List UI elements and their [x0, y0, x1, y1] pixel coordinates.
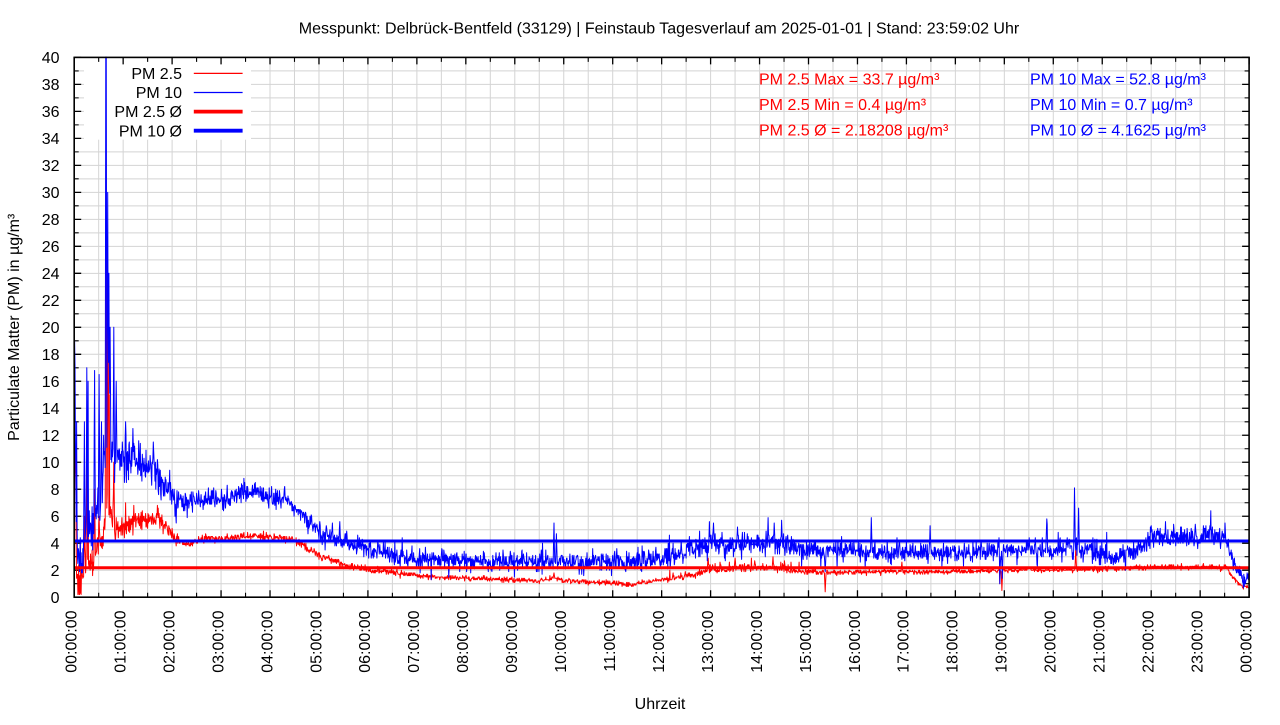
svg-text:4: 4	[51, 536, 60, 553]
svg-text:20:00:00: 20:00:00	[1043, 610, 1060, 672]
svg-text:8: 8	[51, 482, 60, 499]
svg-text:16:00:00: 16:00:00	[847, 610, 864, 672]
svg-text:PM 10 Ø = 4.1625 µg/m³: PM 10 Ø = 4.1625 µg/m³	[1030, 123, 1207, 140]
svg-text:05:00:00: 05:00:00	[308, 610, 325, 672]
svg-text:38: 38	[42, 77, 60, 94]
svg-text:6: 6	[51, 509, 60, 526]
svg-text:PM 2.5 Min = 0.4 µg/m³: PM 2.5 Min = 0.4 µg/m³	[759, 97, 927, 114]
svg-text:23:00:00: 23:00:00	[1189, 610, 1206, 672]
svg-text:04:00:00: 04:00:00	[259, 610, 276, 672]
svg-text:34: 34	[42, 131, 60, 148]
svg-text:16: 16	[42, 374, 60, 391]
svg-text:28: 28	[42, 212, 60, 229]
svg-text:08:00:00: 08:00:00	[455, 610, 472, 672]
svg-text:Messpunkt: Delbrück-Bentfeld (: Messpunkt: Delbrück-Bentfeld (33129) | F…	[299, 21, 1020, 38]
svg-text:14:00:00: 14:00:00	[749, 610, 766, 672]
svg-text:09:00:00: 09:00:00	[504, 610, 521, 672]
svg-text:07:00:00: 07:00:00	[406, 610, 423, 672]
svg-text:18: 18	[42, 347, 60, 364]
svg-text:18:00:00: 18:00:00	[945, 610, 962, 672]
svg-text:10: 10	[42, 455, 60, 472]
svg-text:30: 30	[42, 185, 60, 202]
svg-text:26: 26	[42, 239, 60, 256]
svg-text:10:00:00: 10:00:00	[553, 610, 570, 672]
svg-text:PM 10 Ø: PM 10 Ø	[119, 123, 182, 140]
svg-text:12: 12	[42, 428, 60, 445]
svg-text:24: 24	[42, 266, 60, 283]
svg-text:22: 22	[42, 293, 60, 310]
svg-text:19:00:00: 19:00:00	[994, 610, 1011, 672]
svg-text:0: 0	[51, 590, 60, 607]
svg-text:PM 2.5 Max = 33.7 µg/m³: PM 2.5 Max = 33.7 µg/m³	[759, 71, 940, 88]
svg-text:06:00:00: 06:00:00	[357, 610, 374, 672]
svg-text:00:00:00: 00:00:00	[1238, 610, 1255, 672]
svg-text:PM 10: PM 10	[136, 85, 182, 102]
svg-text:21:00:00: 21:00:00	[1092, 610, 1109, 672]
svg-text:14: 14	[42, 401, 60, 418]
svg-text:PM 2.5 Ø: PM 2.5 Ø	[114, 104, 182, 121]
svg-text:12:00:00: 12:00:00	[651, 610, 668, 672]
svg-text:32: 32	[42, 158, 60, 175]
svg-text:02:00:00: 02:00:00	[161, 610, 178, 672]
svg-text:Particulate Matter (PM) in µg/: Particulate Matter (PM) in µg/m³	[6, 213, 23, 441]
svg-text:PM 10 Max = 52.8 µg/m³: PM 10 Max = 52.8 µg/m³	[1030, 71, 1207, 88]
svg-text:03:00:00: 03:00:00	[210, 610, 227, 672]
svg-text:11:00:00: 11:00:00	[602, 610, 619, 671]
svg-text:PM 2.5: PM 2.5	[131, 66, 182, 83]
svg-text:00:00:00: 00:00:00	[64, 610, 81, 672]
svg-text:2: 2	[51, 563, 60, 580]
svg-text:22:00:00: 22:00:00	[1140, 610, 1157, 672]
svg-text:20: 20	[42, 320, 60, 337]
svg-text:15:00:00: 15:00:00	[798, 610, 815, 672]
svg-text:PM 2.5 Ø = 2.18208 µg/m³: PM 2.5 Ø = 2.18208 µg/m³	[759, 123, 949, 140]
svg-text:36: 36	[42, 104, 60, 121]
svg-text:40: 40	[42, 50, 60, 67]
svg-text:13:00:00: 13:00:00	[700, 610, 717, 672]
svg-text:17:00:00: 17:00:00	[896, 610, 913, 672]
svg-text:Uhrzeit: Uhrzeit	[635, 696, 686, 713]
svg-text:PM 10 Min = 0.7 µg/m³: PM 10 Min = 0.7 µg/m³	[1030, 97, 1193, 114]
svg-text:01:00:00: 01:00:00	[112, 610, 129, 672]
